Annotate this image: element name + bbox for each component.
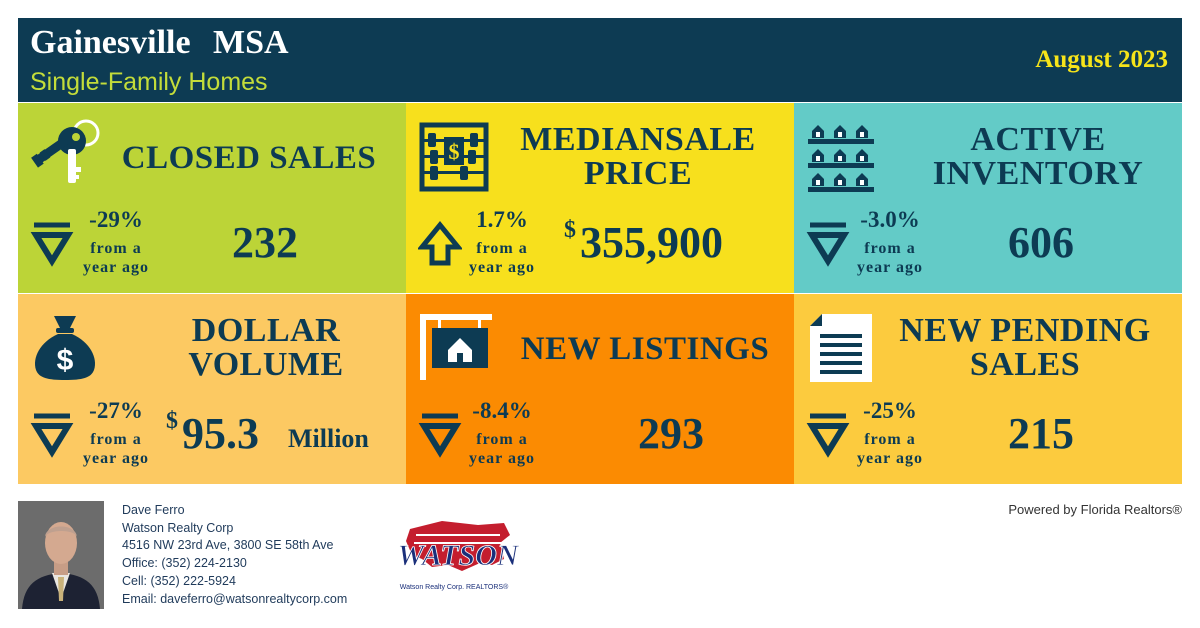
- caption-line: from a: [476, 431, 528, 448]
- caption-line: year ago: [857, 259, 923, 276]
- dollar-volume-title: DOLLAR VOLUME: [138, 314, 394, 382]
- title-line: DOLLAR: [191, 312, 341, 349]
- median-sale-price-title: MEDIANSALE PRICE: [506, 123, 770, 191]
- title-line: MEDIANSALE: [520, 121, 756, 158]
- arrow-up-icon: [418, 221, 462, 266]
- agent-email: Email: daveferro@watsonrealtycorp.com: [122, 591, 348, 606]
- title-line: NEW PENDING: [899, 312, 1151, 349]
- arrow-down-icon: [806, 222, 850, 267]
- dollar-volume-currency: $: [166, 408, 178, 434]
- title-line: INVENTORY: [932, 155, 1144, 192]
- new-listings-value: 293: [638, 409, 704, 458]
- caption-line: year ago: [857, 450, 923, 467]
- report-city: Gainesville MSA: [30, 24, 289, 61]
- arrow-down-icon: [806, 413, 850, 458]
- stats-grid: CLOSED SALES -29% from a year ago 232: [18, 103, 1182, 484]
- money-bag-icon: $: [34, 316, 96, 380]
- dollar-volume-tile: $ DOLLAR VOLUME -27% from a year ago $ 9…: [18, 294, 406, 484]
- agent-portrait: [18, 501, 104, 609]
- closed-sales-value: 232: [232, 218, 298, 267]
- abacus-icon: $: [419, 122, 489, 192]
- svg-text:$: $: [449, 139, 460, 164]
- logo-tagline: Watson Realty Corp. REALTORS®: [400, 583, 509, 591]
- caption-line: year ago: [83, 259, 149, 276]
- keys-icon: [31, 119, 100, 183]
- logo-wordmark: WATSON: [397, 539, 519, 572]
- closed-sales-title: CLOSED SALES: [121, 140, 377, 176]
- new-listings-caption: from a year ago: [462, 430, 542, 468]
- title-line: ACTIVE: [970, 121, 1106, 158]
- watson-logo: WATSON Watson Realty Corp. REALTORS®: [392, 515, 524, 595]
- caption-line: from a: [864, 431, 916, 448]
- title-line: SALES: [969, 346, 1081, 383]
- active-inventory-value: 606: [1008, 218, 1074, 267]
- active-inventory-change: -3.0%: [860, 207, 920, 232]
- house-sign-icon: [420, 314, 492, 380]
- agent-address: 4516 NW 23rd Ave, 3800 SE 58th Ave: [122, 538, 334, 553]
- agent-cell-phone: Cell: (352) 222-5924: [122, 573, 236, 588]
- houses-rows-icon: [808, 125, 874, 192]
- new-listings-tile: NEW LISTINGS -8.4% from a year ago 293: [406, 294, 794, 484]
- new-listings-title: NEW LISTINGS: [520, 331, 770, 367]
- powered-by: Powered by Florida Realtors®: [1008, 502, 1182, 517]
- title-line: PRICE: [583, 155, 693, 192]
- caption-line: from a: [90, 240, 142, 257]
- median-sale-price-value: 355,900: [580, 218, 723, 267]
- caption-line: from a: [90, 431, 142, 448]
- closed-sales-caption: from a year ago: [76, 239, 156, 277]
- dollar-volume-change: -27%: [89, 398, 143, 423]
- report-month: August 2023: [1035, 46, 1168, 73]
- caption-line: from a: [476, 240, 528, 257]
- report-header: Gainesville MSA Single-Family Homes Augu…: [18, 18, 1182, 102]
- median-sale-price-tile: $ MEDIANSALE PRICE 1.7% from a year ago …: [406, 103, 794, 293]
- agent-contact: Dave Ferro Watson Realty Corp 4516 NW 23…: [122, 502, 347, 608]
- agent-company: Watson Realty Corp: [122, 520, 234, 535]
- svg-text:$: $: [57, 344, 74, 377]
- new-pending-sales-title: NEW PENDING SALES: [894, 314, 1156, 382]
- active-inventory-caption: from a year ago: [850, 239, 930, 277]
- active-inventory-title: ACTIVE INVENTORY: [910, 123, 1166, 191]
- new-listings-change: -8.4%: [472, 398, 532, 423]
- caption-line: from a: [864, 240, 916, 257]
- caption-line: year ago: [83, 450, 149, 467]
- dollar-volume-caption: from a year ago: [76, 430, 156, 468]
- new-pending-sales-change: -25%: [863, 398, 917, 423]
- closed-sales-tile: CLOSED SALES -29% from a year ago 232: [18, 103, 406, 293]
- arrow-down-icon: [30, 413, 74, 458]
- new-pending-sales-tile: NEW PENDING SALES -25% from a year ago 2…: [794, 294, 1182, 484]
- dollar-volume-unit: Million: [288, 424, 369, 453]
- new-pending-sales-caption: from a year ago: [850, 430, 930, 468]
- active-inventory-tile: ACTIVE INVENTORY -3.0% from a year ago 6…: [794, 103, 1182, 293]
- watson-logo-graphic: WATSON Watson Realty Corp. REALTORS®: [397, 521, 520, 591]
- agent-name: Dave Ferro: [122, 503, 185, 517]
- document-icon: [810, 314, 872, 382]
- arrow-down-icon: [418, 413, 462, 458]
- agent-office-phone: Office: (352) 224-2130: [122, 556, 247, 571]
- title-line: VOLUME: [188, 346, 344, 383]
- dollar-volume-value: 95.3: [182, 409, 259, 458]
- median-sale-price-change: 1.7%: [476, 207, 528, 232]
- caption-line: year ago: [469, 450, 535, 467]
- new-pending-sales-value: 215: [1008, 409, 1074, 458]
- agent-photo: [18, 501, 104, 609]
- median-sale-price-caption: from a year ago: [462, 239, 542, 277]
- median-sale-price-currency: $: [564, 217, 576, 243]
- arrow-down-icon: [30, 222, 74, 267]
- report-subtitle: Single-Family Homes: [30, 68, 268, 96]
- closed-sales-change: -29%: [89, 207, 143, 232]
- caption-line: year ago: [469, 259, 535, 276]
